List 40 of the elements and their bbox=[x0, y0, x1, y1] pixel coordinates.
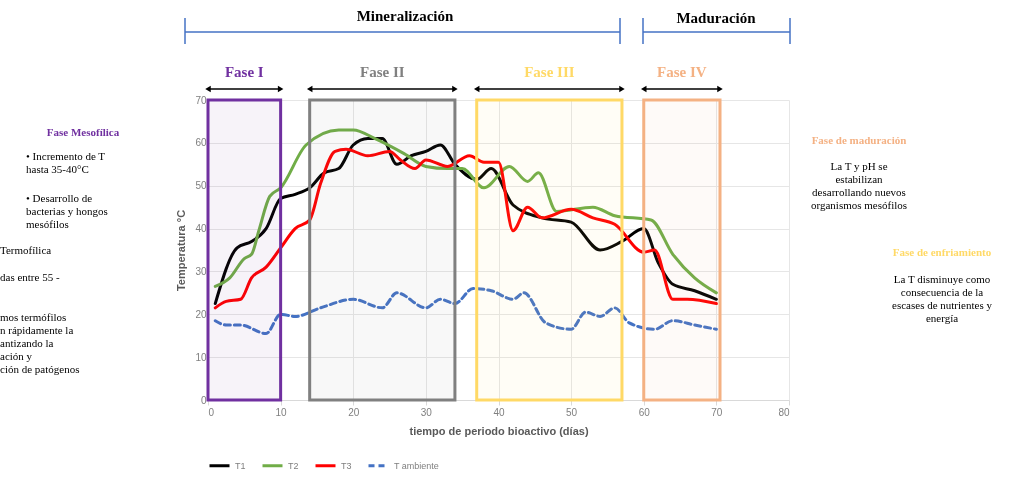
x-tick-label: 0 bbox=[208, 406, 215, 418]
legend-label: T ambiente bbox=[394, 460, 439, 471]
legend-label: T1 bbox=[235, 460, 246, 471]
text: Fase Mesofílica bbox=[46, 126, 120, 138]
x-tick-label: 50 bbox=[566, 406, 578, 418]
text: • Desarrollo de bacterias y hongos mesófilos bbox=[26, 192, 108, 230]
y-tick-label: 50 bbox=[195, 180, 207, 192]
text: Termofílica bbox=[0, 244, 52, 256]
x-tick-label: 10 bbox=[275, 406, 288, 418]
x-tick-label: 40 bbox=[493, 406, 505, 418]
x-tick-label: 30 bbox=[420, 406, 433, 418]
x-tick-label: 80 bbox=[778, 406, 790, 418]
y-tick-label: 40 bbox=[195, 223, 207, 235]
line-series bbox=[213, 287, 718, 336]
band-label: Fase II bbox=[360, 64, 405, 80]
legend-label: T3 bbox=[341, 460, 352, 471]
text: Maduración bbox=[676, 10, 757, 26]
text: Mineralización bbox=[356, 8, 454, 24]
y-tick-label: 0 bbox=[200, 394, 207, 406]
text: • Incremento de T hasta 35-40°C bbox=[26, 150, 106, 175]
text: Fase de enfriamiento bbox=[892, 246, 992, 258]
band-label: Fase IV bbox=[657, 64, 707, 80]
y-tick-label: 70 bbox=[195, 94, 207, 106]
y-tick-label: 60 bbox=[195, 137, 207, 149]
text: La T y pH se estabilizan desarrollando nuevos organismos mesófilos bbox=[810, 160, 908, 211]
x-tick-label: 70 bbox=[711, 406, 723, 418]
y-tick-label: 20 bbox=[195, 308, 207, 320]
x-axis-title: tiempo de periodo bioactivo (días) bbox=[409, 424, 589, 437]
x-tick-label: 60 bbox=[638, 406, 651, 418]
y-tick-label: 30 bbox=[195, 265, 207, 277]
text: das entre 55 - bbox=[0, 271, 60, 283]
band-label: Fase III bbox=[524, 64, 575, 80]
legend-label: T2 bbox=[288, 460, 299, 471]
y-tick-label: 10 bbox=[195, 351, 207, 363]
y-axis-title: Temperatura °C bbox=[175, 209, 188, 292]
band-label: Fase I bbox=[224, 64, 264, 80]
text: La T disminuye como consecuencia de la escases de nutrientes y energía bbox=[892, 273, 993, 324]
text: mos termófilos n rápidamente la antizando la ación y ción de patógenos bbox=[0, 311, 80, 375]
text: Fase de maduración bbox=[811, 134, 907, 146]
x-tick-label: 20 bbox=[348, 406, 360, 418]
